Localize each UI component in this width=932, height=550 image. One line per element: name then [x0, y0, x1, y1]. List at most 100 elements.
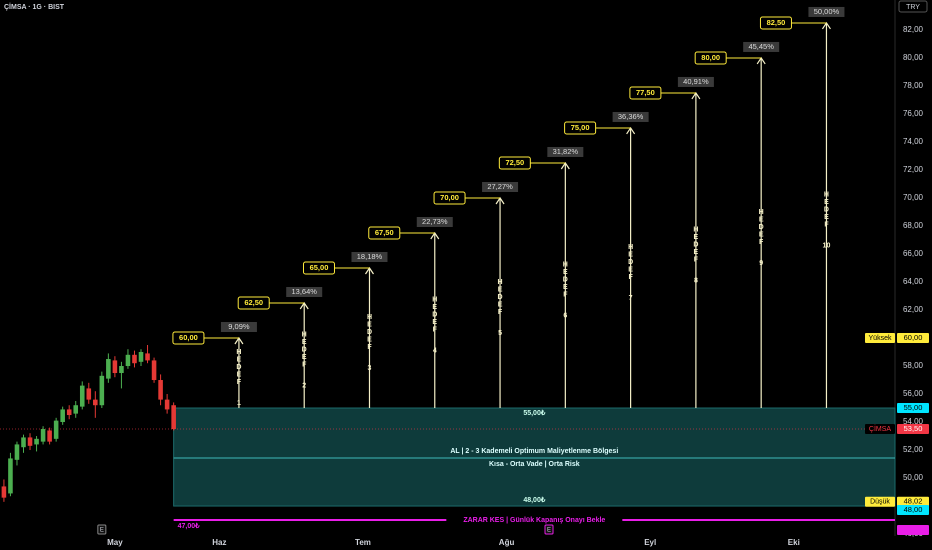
- target-price-box: [498, 156, 531, 170]
- candle-body: [27, 437, 33, 446]
- target-price-box: [172, 331, 205, 345]
- zone-line2: Kısa - Orta Vade | Orta Risk: [489, 461, 580, 468]
- candle-body: [21, 437, 26, 448]
- price-badge: [897, 505, 929, 516]
- target-number: 1: [237, 400, 241, 407]
- target-price: 72,50: [505, 158, 524, 167]
- target-percent-box: [351, 252, 388, 262]
- target-number: 3: [368, 365, 372, 372]
- price-badge: [897, 525, 929, 536]
- stop-label-bg: [175, 521, 209, 531]
- y-tick-label: 68,00: [903, 221, 924, 230]
- stop-text-bg: [446, 515, 623, 526]
- target-number: 7: [629, 295, 633, 302]
- target-price-box: [629, 86, 662, 100]
- target-number: 5: [498, 330, 502, 337]
- x-tick-label: Ağu: [499, 538, 515, 547]
- x-tick-label: Tem: [355, 538, 371, 547]
- target-percent-box: [677, 76, 714, 87]
- price-badge: [897, 333, 929, 344]
- y-tick-label: 50,00: [903, 473, 924, 482]
- target-price-box: [433, 191, 466, 205]
- target-price: 62,50: [244, 298, 263, 307]
- candle-body: [8, 458, 13, 494]
- y-tick-label: 64,00: [903, 277, 924, 286]
- target-price-box: [564, 121, 597, 135]
- y-tick-label: 56,00: [903, 389, 924, 398]
- price-badge: [897, 424, 929, 435]
- candle-body: [40, 429, 46, 442]
- badge-name: Düşük: [870, 499, 890, 506]
- candle-body: [164, 399, 170, 410]
- y-tick-label: 76,00: [903, 109, 924, 118]
- target-price: 75,00: [571, 123, 590, 132]
- candle-body: [60, 409, 65, 423]
- target-percent: 22,73%: [422, 217, 448, 226]
- target-percent: 45,45%: [748, 42, 774, 51]
- y-tick-label: 66,00: [903, 249, 924, 258]
- badge-name-box: [865, 333, 895, 344]
- target-percent: 50,00%: [814, 7, 840, 16]
- event-marker: [544, 524, 554, 535]
- y-tick-label: 54,00: [903, 417, 924, 426]
- y-tick-label: 74,00: [903, 137, 924, 146]
- target-percent: 36,36%: [618, 112, 644, 121]
- y-tick-label: 52,00: [903, 445, 924, 454]
- badge-name-box: [865, 424, 895, 435]
- target-percent: 27,27%: [487, 182, 513, 191]
- target-price-box: [302, 261, 335, 275]
- target-percent: 18,18%: [357, 252, 383, 261]
- target-percent-box: [743, 41, 780, 52]
- candle-body: [106, 359, 111, 379]
- target-price: 77,50: [636, 88, 655, 97]
- target-name: HEDEF: [497, 279, 504, 317]
- candle-body: [158, 380, 163, 400]
- event-label: E: [100, 528, 104, 534]
- candle-body: [99, 375, 105, 406]
- badge-name-box: [865, 496, 895, 507]
- x-tick-label: Eyl: [644, 538, 656, 547]
- zone-line1: AL | 2 - 3 Kademeli Optimum Maliyetlenme…: [450, 448, 618, 455]
- candle-body: [138, 352, 144, 362]
- target-percent-box: [416, 216, 453, 227]
- target-percent: 31,82%: [553, 147, 579, 156]
- price-badge-label: 48,02: [904, 497, 923, 506]
- target-name: HEDEF: [823, 191, 830, 229]
- currency: TRY: [906, 4, 920, 11]
- y-tick-label: 80,00: [903, 53, 924, 62]
- candle-body: [73, 405, 79, 414]
- candle-body: [47, 430, 52, 442]
- target-number: 9: [759, 260, 763, 267]
- badge-name: ÇİMSA: [869, 424, 892, 433]
- stop-label: 47,00₺: [178, 522, 201, 530]
- target-number: 4: [433, 347, 437, 354]
- target-name: HEDEF: [562, 262, 569, 300]
- target-number: 8: [694, 277, 698, 284]
- target-percent-box: [482, 181, 519, 192]
- zone-bottom-label: 48,00₺: [523, 496, 546, 504]
- candle-body: [86, 388, 92, 400]
- target-percent-box: [612, 111, 649, 122]
- price-badge: [897, 496, 929, 507]
- candle-body: [53, 420, 59, 439]
- target-percent: 40,91%: [683, 77, 709, 86]
- y-tick-label: 82,00: [903, 25, 924, 34]
- price-badge-label: 55,00: [904, 403, 923, 412]
- target-name: HEDEF: [627, 244, 634, 282]
- chart-title: ÇİMSA · 1G · BIST: [4, 3, 65, 11]
- target-percent-box: [808, 6, 845, 17]
- y-tick-label: 72,00: [903, 165, 924, 174]
- target-percent-box: [220, 322, 257, 333]
- zone-top-label: 55,00₺: [523, 409, 546, 417]
- target-number: 6: [563, 312, 567, 319]
- y-tick-label: 62,00: [903, 305, 924, 314]
- target-price: 65,00: [310, 263, 329, 272]
- currency-box: [898, 0, 928, 13]
- target-price: 60,00: [179, 333, 198, 342]
- y-tick-label: 78,00: [903, 81, 924, 90]
- buy-zone: [173, 407, 896, 507]
- target-name: HEDEF: [692, 226, 699, 263]
- candle-body: [132, 354, 137, 364]
